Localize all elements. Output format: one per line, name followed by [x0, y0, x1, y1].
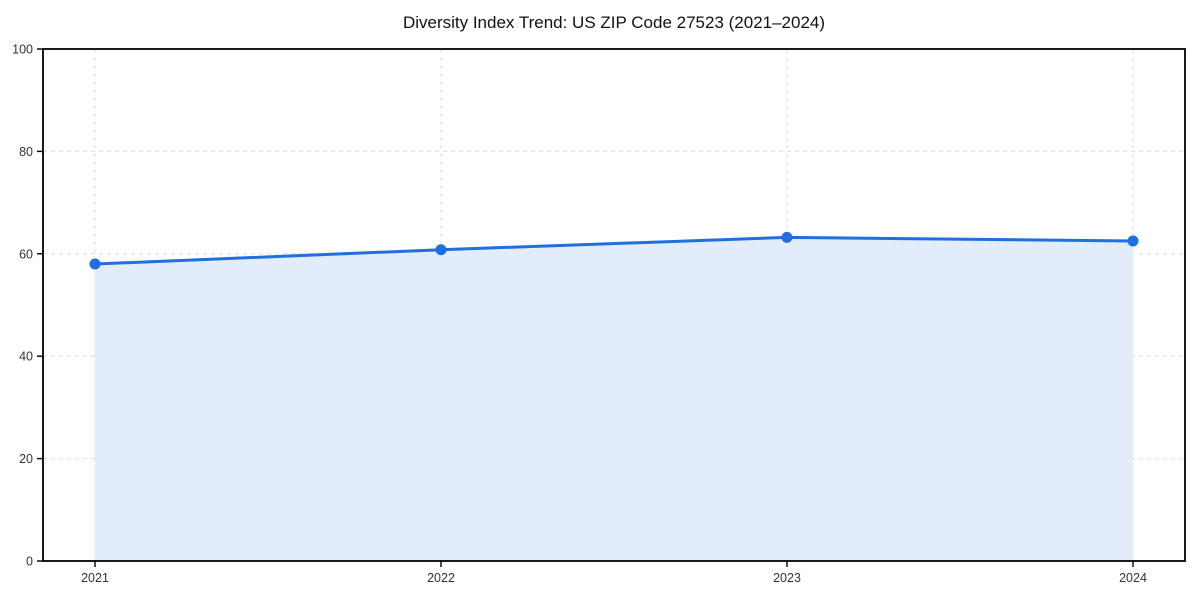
- data-point-marker: [435, 244, 447, 256]
- y-tick-label: 0: [26, 555, 33, 569]
- y-tick-label: 100: [12, 43, 33, 57]
- x-tick-label: 2021: [81, 571, 109, 585]
- data-point-marker: [89, 258, 101, 270]
- y-tick-label: 40: [19, 350, 33, 364]
- chart-title: Diversity Index Trend: US ZIP Code 27523…: [402, 13, 826, 32]
- y-tick-label: 20: [19, 452, 33, 466]
- y-tick-label: 80: [19, 145, 33, 159]
- x-tick-label: 2023: [773, 571, 801, 585]
- x-tick-label: 2024: [1119, 571, 1147, 585]
- area-fill: [95, 237, 1133, 561]
- plot-border: [42, 48, 1186, 562]
- data-point-marker: [781, 231, 793, 243]
- trend-line: [93, 235, 1135, 266]
- x-tick-label: 2022: [427, 571, 455, 585]
- y-tick-label: 60: [19, 247, 33, 261]
- data-point-marker: [1127, 235, 1139, 247]
